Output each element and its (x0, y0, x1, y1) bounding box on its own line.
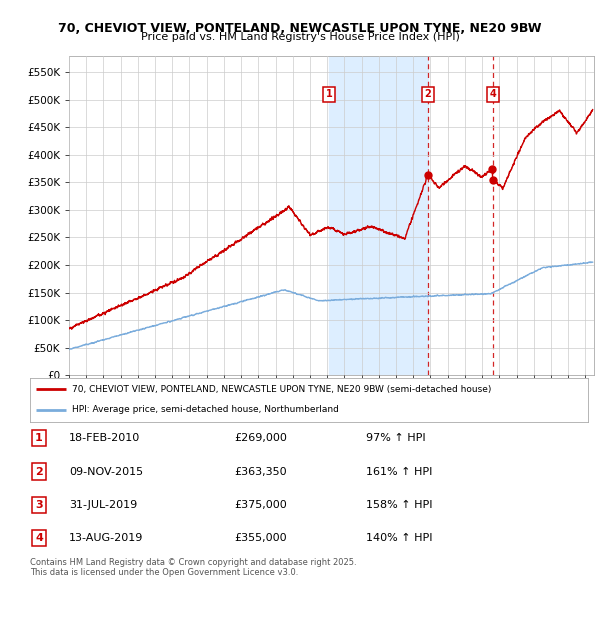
Text: 140% ↑ HPI: 140% ↑ HPI (366, 533, 433, 543)
Text: 18-FEB-2010: 18-FEB-2010 (69, 433, 140, 443)
Text: HPI: Average price, semi-detached house, Northumberland: HPI: Average price, semi-detached house,… (72, 405, 339, 414)
Text: £355,000: £355,000 (234, 533, 287, 543)
Text: £269,000: £269,000 (234, 433, 287, 443)
Text: £363,350: £363,350 (234, 467, 287, 477)
Text: 2: 2 (35, 467, 43, 477)
Text: 4: 4 (35, 533, 43, 543)
Text: £375,000: £375,000 (234, 500, 287, 510)
Text: Contains HM Land Registry data © Crown copyright and database right 2025.
This d: Contains HM Land Registry data © Crown c… (30, 558, 356, 577)
Text: 09-NOV-2015: 09-NOV-2015 (69, 467, 143, 477)
Text: 3: 3 (35, 500, 43, 510)
Text: Price paid vs. HM Land Registry's House Price Index (HPI): Price paid vs. HM Land Registry's House … (140, 32, 460, 42)
Text: 161% ↑ HPI: 161% ↑ HPI (366, 467, 433, 477)
Text: 158% ↑ HPI: 158% ↑ HPI (366, 500, 433, 510)
Text: 31-JUL-2019: 31-JUL-2019 (69, 500, 137, 510)
Text: 13-AUG-2019: 13-AUG-2019 (69, 533, 143, 543)
Text: 97% ↑ HPI: 97% ↑ HPI (366, 433, 425, 443)
Text: 70, CHEVIOT VIEW, PONTELAND, NEWCASTLE UPON TYNE, NE20 9BW: 70, CHEVIOT VIEW, PONTELAND, NEWCASTLE U… (58, 22, 542, 35)
Bar (329, 56, 428, 375)
Text: 2: 2 (425, 89, 431, 99)
Text: 70, CHEVIOT VIEW, PONTELAND, NEWCASTLE UPON TYNE, NE20 9BW (semi-detached house): 70, CHEVIOT VIEW, PONTELAND, NEWCASTLE U… (72, 384, 491, 394)
Text: 1: 1 (326, 89, 332, 99)
Text: 1: 1 (35, 433, 43, 443)
Text: 4: 4 (490, 89, 496, 99)
